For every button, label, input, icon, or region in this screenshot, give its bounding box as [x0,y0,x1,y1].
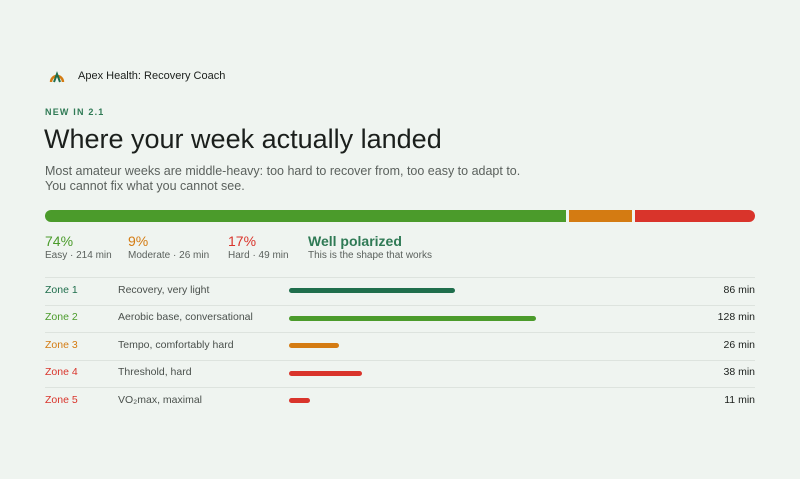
zone-name: Zone 4 [45,366,78,379]
segment-caption: Hard · 49 min [228,250,289,261]
zone-minutes: 26 min [723,338,755,351]
zone-description: Aerobic base, conversational [118,311,253,324]
zone-minutes: 86 min [723,283,755,296]
summary-segment [635,210,755,222]
zone-name: Zone 3 [45,338,78,351]
zone-description: Recovery, very light [118,283,210,296]
subtitle: Most amateur weeks are middle-heavy: too… [45,164,521,193]
zone-minutes: 38 min [723,366,755,379]
zone-description: Tempo, comfortably hard [118,338,234,351]
zone-bar [289,288,455,294]
summary-segment [45,210,566,222]
row-divider [45,332,755,333]
row-divider [45,387,755,388]
row-divider [45,304,755,306]
zone-bar [289,370,363,376]
verdict: Well polarized [308,233,402,249]
segment-caption: Easy · 214 min [45,250,112,261]
title: Where your week actually landed [44,124,442,154]
zone-minutes: 128 min [717,311,755,324]
zone-name: Zone 2 [45,311,78,324]
verdict-note: This is the shape that works [308,250,432,261]
summary-segment [568,210,633,222]
row-divider [45,277,755,278]
segment-percent: 74% [45,233,74,249]
zone-bar [289,315,537,321]
zone-bar [289,398,311,404]
segment-percent: 17% [228,233,257,249]
app-logo [49,71,65,83]
row-divider [45,359,755,361]
zone-description: VO₂max, maximal [118,393,203,406]
zone-description: Threshold, hard [118,366,192,379]
segment-percent: 9% [128,233,149,249]
zone-name: Zone 5 [45,393,78,406]
zone-minutes: 11 min [724,393,755,406]
badge: NEW IN 2.1 [45,107,105,117]
zone-bar [289,343,340,349]
app-name: Apex Health: Recovery Coach [78,70,226,82]
zone-name: Zone 1 [45,283,78,296]
segment-caption: Moderate · 26 min [128,250,210,261]
